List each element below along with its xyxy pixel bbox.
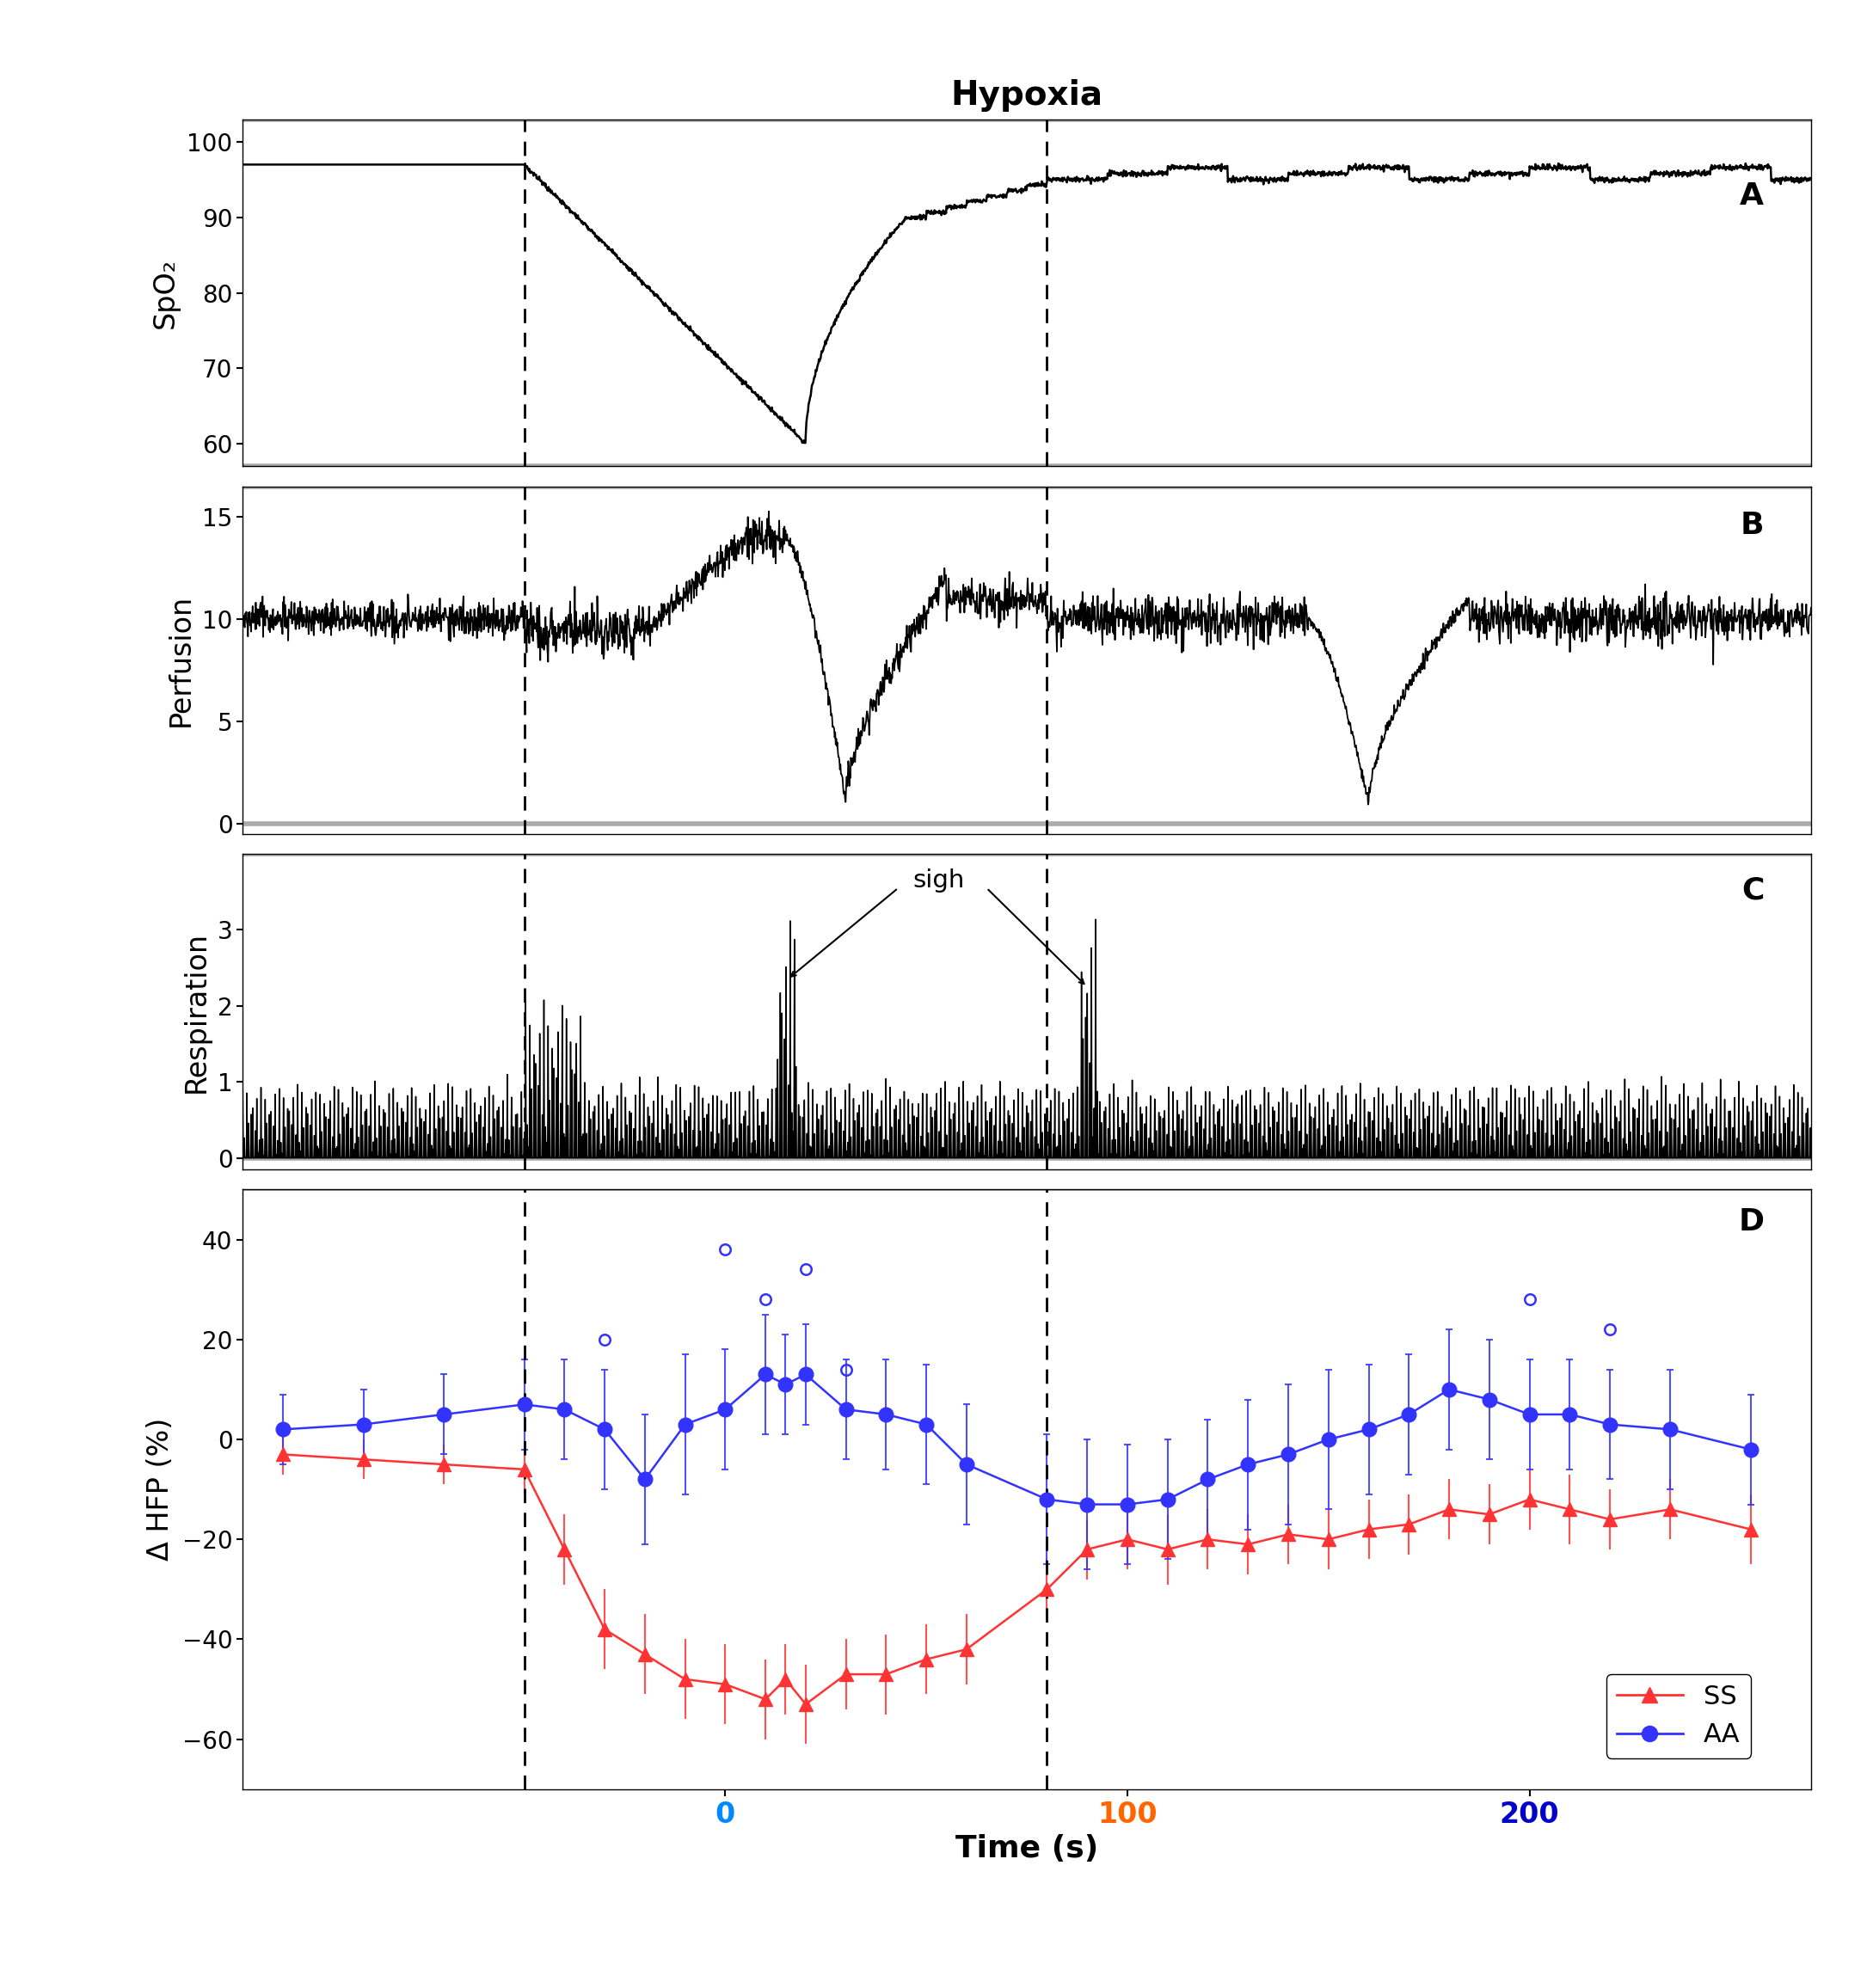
SS — [1357, 1517, 1380, 1541]
SS — [1075, 1537, 1098, 1561]
AA — [775, 1372, 797, 1396]
AA — [1438, 1378, 1460, 1402]
AA — [1197, 1467, 1219, 1491]
AA — [713, 1398, 736, 1421]
Y-axis label: Δ HFP (%): Δ HFP (%) — [147, 1417, 175, 1561]
SS — [1740, 1517, 1762, 1541]
AA — [553, 1398, 575, 1421]
AA — [1236, 1453, 1258, 1477]
SS — [1318, 1527, 1341, 1551]
AA — [1357, 1417, 1380, 1441]
AA — [1116, 1493, 1139, 1517]
AA — [1156, 1487, 1178, 1511]
AA — [433, 1402, 456, 1425]
Line: AA: AA — [276, 1368, 1759, 1511]
AA — [835, 1398, 857, 1421]
SS — [835, 1662, 857, 1686]
SS — [1438, 1497, 1460, 1521]
SS — [633, 1642, 655, 1666]
SS — [1036, 1576, 1059, 1600]
SS — [1518, 1487, 1540, 1511]
SS — [713, 1672, 736, 1696]
SS — [1236, 1533, 1258, 1557]
Y-axis label: SpO₂: SpO₂ — [151, 258, 179, 328]
SS — [273, 1443, 295, 1467]
AA — [876, 1402, 898, 1425]
Text: C: C — [1742, 877, 1764, 905]
SS — [674, 1668, 696, 1692]
AA — [956, 1453, 978, 1477]
SS — [433, 1453, 456, 1477]
SS — [775, 1668, 797, 1692]
Line: SS: SS — [276, 1447, 1757, 1712]
SS — [1197, 1527, 1219, 1551]
Text: A: A — [1740, 181, 1764, 211]
SS — [1660, 1497, 1682, 1521]
AA — [513, 1392, 536, 1415]
AA — [353, 1413, 375, 1437]
Text: sigh: sigh — [913, 869, 965, 893]
AA — [674, 1413, 696, 1437]
AA — [1660, 1417, 1682, 1441]
AA — [1598, 1413, 1621, 1437]
AA — [1318, 1427, 1341, 1451]
SS — [1398, 1513, 1421, 1537]
SS — [1277, 1523, 1299, 1547]
Title: Hypoxia: Hypoxia — [950, 80, 1103, 111]
AA — [795, 1362, 818, 1386]
AA — [594, 1417, 616, 1441]
SS — [1479, 1503, 1501, 1527]
AA — [1740, 1437, 1762, 1461]
AA — [633, 1467, 655, 1491]
SS — [956, 1638, 978, 1662]
AA — [754, 1362, 777, 1386]
AA — [1398, 1402, 1421, 1425]
AA — [1277, 1443, 1299, 1467]
SS — [353, 1447, 375, 1471]
SS — [915, 1648, 937, 1672]
SS — [1156, 1537, 1178, 1561]
AA — [915, 1413, 937, 1437]
Text: D: D — [1738, 1207, 1764, 1237]
AA — [1036, 1487, 1059, 1511]
AA — [1479, 1388, 1501, 1411]
AA — [273, 1417, 295, 1441]
SS — [1598, 1507, 1621, 1531]
SS — [876, 1662, 898, 1686]
SS — [513, 1457, 536, 1481]
AA — [1518, 1402, 1540, 1425]
SS — [754, 1688, 777, 1712]
SS — [795, 1692, 818, 1716]
SS — [1559, 1497, 1581, 1521]
Text: B: B — [1740, 511, 1764, 541]
AA — [1559, 1402, 1581, 1425]
AA — [1075, 1493, 1098, 1517]
SS — [594, 1618, 616, 1642]
Legend: SS, AA: SS, AA — [1606, 1674, 1751, 1757]
X-axis label: Time (s): Time (s) — [956, 1833, 1098, 1863]
Y-axis label: Respiration: Respiration — [181, 930, 211, 1093]
SS — [1116, 1527, 1139, 1551]
Y-axis label: Perfusion: Perfusion — [166, 594, 194, 726]
SS — [553, 1537, 575, 1561]
